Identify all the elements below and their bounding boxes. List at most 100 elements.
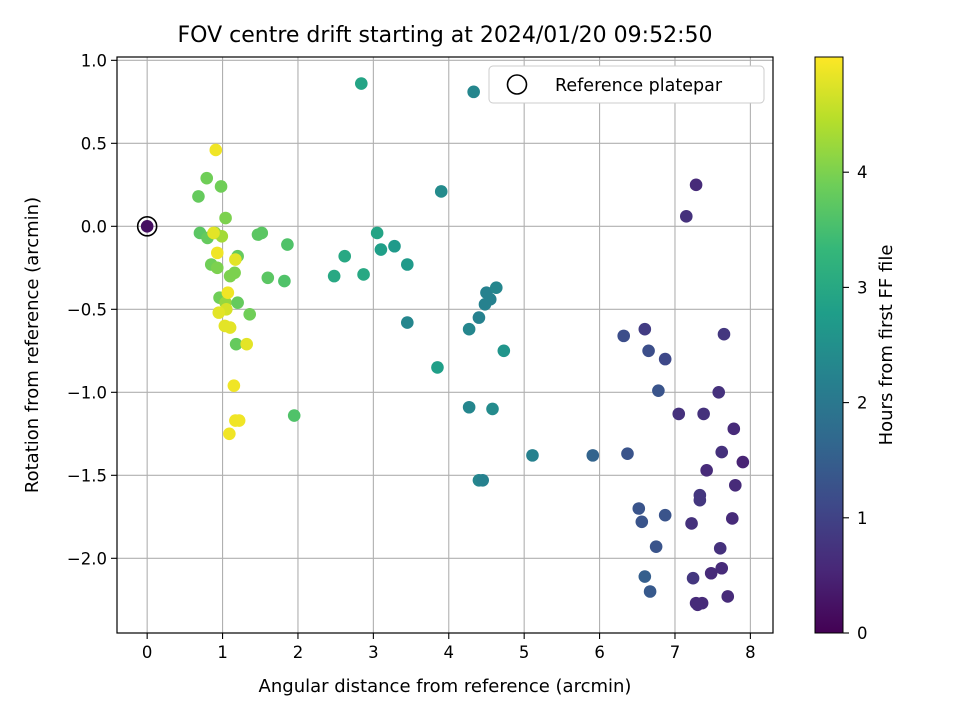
plot-frame (116, 56, 774, 634)
data-point (727, 422, 741, 436)
data-point (223, 427, 236, 441)
data-point (672, 407, 686, 421)
data-point (486, 402, 499, 416)
data-point (221, 286, 235, 300)
colorbar-tick-label: 4 (857, 163, 868, 182)
data-point (679, 210, 693, 223)
x-axis-ticks: 0 1 2 3 4 5 6 7 8 (142, 633, 756, 662)
data-point (232, 414, 246, 427)
data-point (649, 540, 663, 553)
data-point (210, 246, 224, 260)
x-tick-label: 5 (519, 643, 530, 662)
data-point (374, 243, 388, 256)
data-point (281, 238, 294, 251)
data-point (229, 253, 242, 266)
data-point (431, 361, 444, 374)
chart-title: FOV centre drift starting at 2024/01/20 … (178, 23, 713, 48)
data-point (700, 464, 713, 477)
data-point (261, 271, 275, 285)
x-tick-label: 3 (368, 643, 379, 662)
colorbar-tick-label: 0 (857, 624, 868, 643)
reference-marker (136, 216, 158, 237)
y-tick-label: −1.5 (67, 466, 107, 485)
data-point (192, 190, 205, 203)
data-point (693, 493, 707, 507)
y-tick-label: 1.0 (81, 51, 107, 70)
colorbar-tick-label: 1 (857, 509, 868, 528)
data-point (489, 281, 503, 295)
x-tick-label: 8 (745, 643, 756, 662)
data-point (635, 515, 649, 529)
legend-label: Reference platepar (555, 76, 723, 96)
x-tick-label: 1 (217, 643, 228, 662)
grid-lines (117, 57, 773, 633)
x-tick-label: 4 (444, 643, 455, 662)
data-point (278, 274, 291, 288)
data-point (200, 171, 214, 185)
data-point (207, 226, 220, 240)
data-point (685, 517, 698, 530)
data-point (617, 329, 631, 343)
data-point (712, 386, 726, 399)
data-point (621, 447, 634, 461)
data-point (642, 344, 655, 358)
data-point (689, 178, 703, 192)
colorbar-ticks: 0 1 2 3 4 (843, 163, 868, 643)
y-tick-label: 0.5 (81, 134, 107, 153)
data-point (497, 344, 511, 358)
data-point (728, 478, 742, 492)
data-point (462, 400, 476, 414)
data-point (462, 322, 476, 336)
data-point (434, 185, 448, 198)
data-point (370, 226, 384, 240)
data-point (227, 379, 241, 392)
data-point (715, 445, 729, 459)
data-point (658, 508, 672, 522)
data-point (214, 180, 228, 193)
data-point (704, 566, 718, 580)
data-point (526, 449, 539, 462)
data-point (229, 337, 243, 351)
data-point (357, 268, 370, 281)
data-point (632, 502, 646, 515)
data-point (713, 542, 727, 555)
data-point (736, 455, 750, 469)
data-point (338, 249, 352, 263)
colorbar-tick-label: 3 (857, 278, 868, 297)
data-point (721, 590, 735, 603)
data-point (209, 143, 223, 157)
data-point (327, 269, 341, 283)
legend-box (488, 65, 765, 104)
colorbar: 0 1 2 3 4 Hours from first FF file (814, 56, 897, 643)
data-point (240, 337, 253, 351)
data-point (715, 561, 729, 575)
colorbar-tick-label: 2 (857, 394, 868, 413)
data-point (717, 327, 731, 341)
data-point (725, 512, 739, 525)
data-points (192, 77, 750, 612)
data-point (697, 407, 710, 421)
data-point (255, 226, 269, 240)
data-point (476, 473, 490, 487)
legend-marker-icon (506, 74, 528, 95)
y-axis-ticks: 1.0 0.5 0.0 −0.5 −1.0 −1.5 −2.0 (67, 51, 117, 568)
data-point (388, 239, 401, 253)
data-point (638, 322, 652, 336)
x-tick-label: 6 (594, 643, 605, 662)
data-point (638, 570, 652, 583)
colorbar-label: Hours from first FF file (876, 245, 897, 446)
data-point (478, 298, 492, 311)
data-point (467, 85, 480, 99)
x-tick-label: 2 (293, 643, 304, 662)
data-point (228, 266, 241, 280)
reference-point (140, 220, 154, 233)
data-point (652, 384, 665, 397)
data-point (400, 258, 414, 271)
reference-ring (136, 216, 158, 237)
y-tick-label: 0.0 (81, 217, 107, 236)
data-point (243, 307, 257, 321)
data-point (231, 296, 244, 309)
x-tick-label: 7 (670, 643, 681, 662)
